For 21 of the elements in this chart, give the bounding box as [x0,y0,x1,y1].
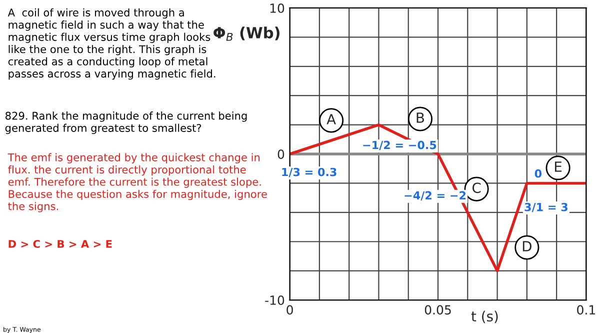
annotation: 0 [534,169,542,178]
y-tick-label: 0 [278,149,284,159]
annotation: D [522,241,532,252]
x-tick-label: 0.1 [577,305,595,315]
y-axis-title: Φ$_{B}$ (Wb) [214,26,280,41]
text: The emf is generated by the quickest change in flux. the current is directly proportional tothe emf. Therefore the current is the greatest slope. Because the question asks for magnitude, ignore the signs. [8,153,267,212]
y-tick-label: -10 [265,296,284,305]
annotation: C [472,182,481,194]
y-tick-label: 10 [270,3,284,13]
annotation: 1/3 = 0.3 [282,168,336,178]
annotation: −1/2 = −0.5 [363,140,436,150]
annotation: A [326,114,336,124]
annotation: E [555,162,562,172]
text: D > C > B > A > E [8,240,112,248]
annotation: −4/2 = −2 [404,191,466,200]
x-tick-label: 0.05 [424,305,451,315]
annotation: B [416,112,424,123]
x-tick-label: 0 [286,305,293,315]
x-axis-title: t (s) [471,310,498,324]
text: 829. Rank the magnitude of the current being generated from greatest to smallest? [5,112,247,134]
annotation: 3/1 = 3 [524,202,568,212]
